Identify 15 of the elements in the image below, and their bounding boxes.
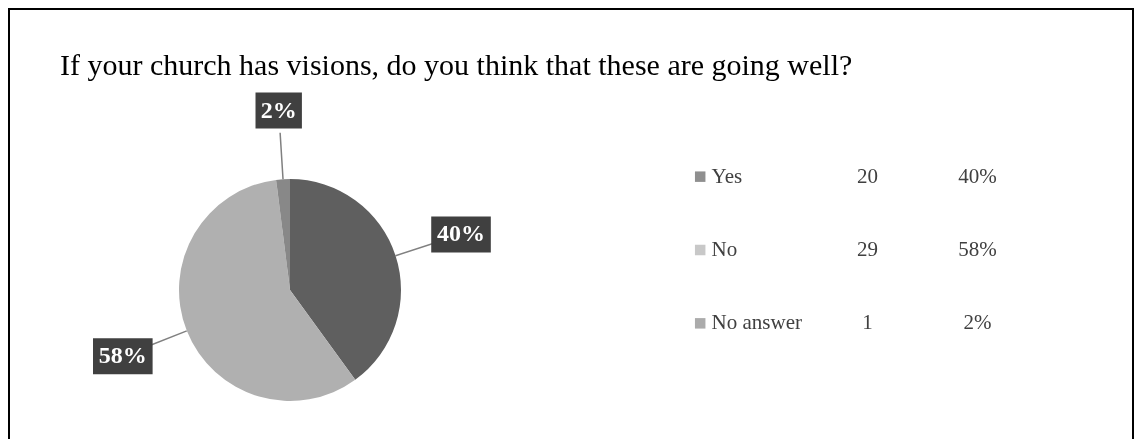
text: 2% [963,310,992,335]
text: 1 [862,310,873,335]
data-label: 2% [260,96,297,123]
data-label: 40% [437,220,486,247]
text: 20 [856,163,878,188]
text: 58% [958,237,997,261]
pie-slice [290,179,401,380]
legend-label: No answer [711,310,802,335]
pie-slice [179,179,356,401]
legend-label: No [711,237,738,261]
text: 29 [856,237,878,261]
chart-title: If your church has visions, do you think that these are going well? [60,47,853,81]
text: 40% [958,163,997,188]
data-label: 58% [98,342,147,369]
legend-label: Yes [711,163,743,188]
